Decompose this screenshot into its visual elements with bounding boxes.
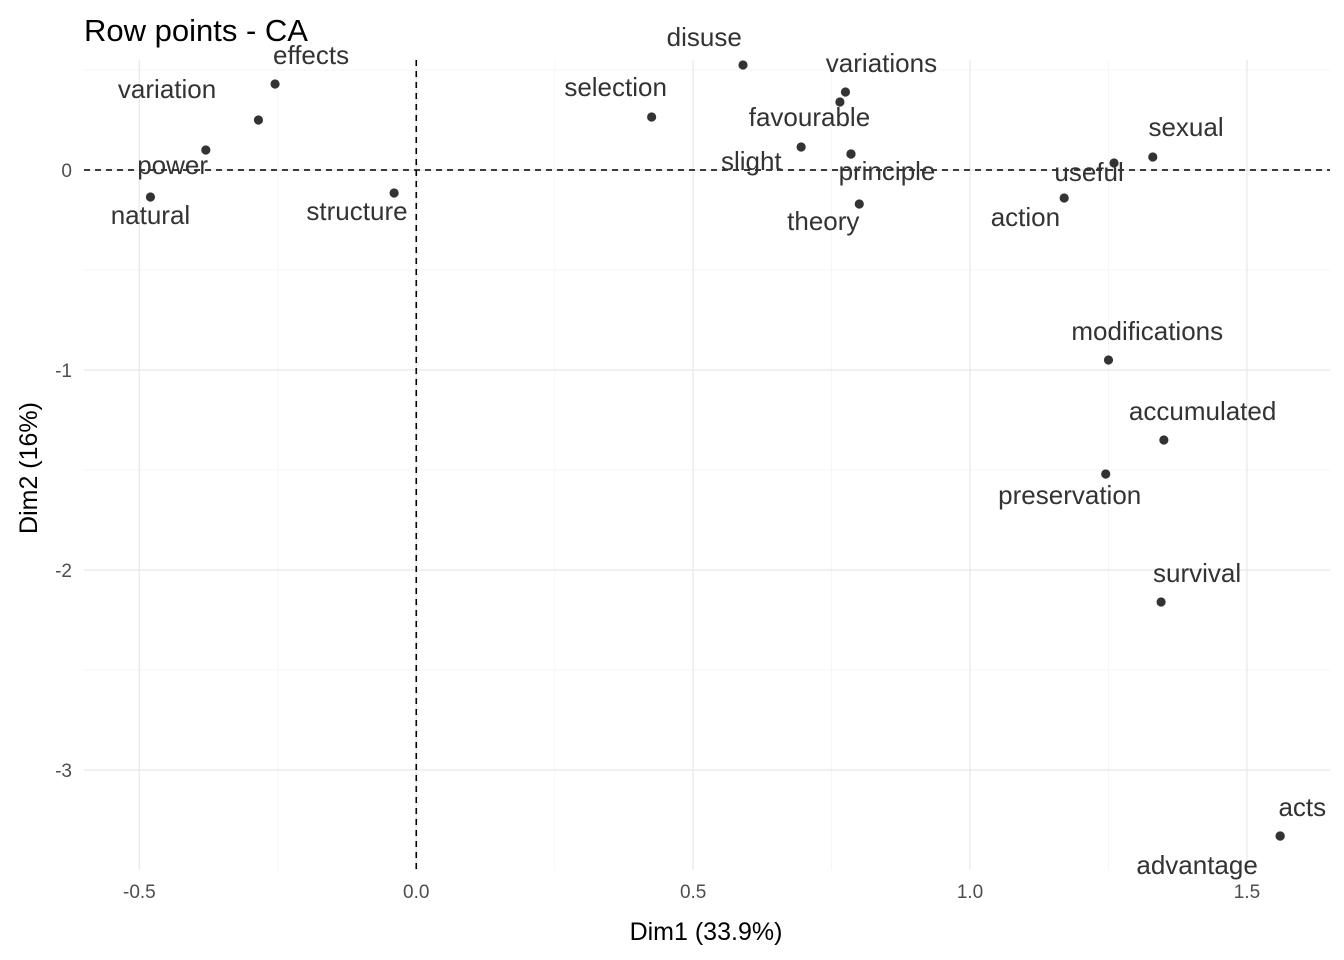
x-tick-label: 0.5 — [680, 882, 706, 903]
point-label: preservation — [998, 480, 1141, 510]
data-point — [1109, 158, 1119, 168]
grid-layer — [84, 60, 1330, 870]
point-label: disuse — [667, 22, 742, 52]
data-point — [835, 97, 845, 107]
data-point — [854, 199, 864, 209]
point-label: theory — [787, 206, 859, 236]
y-tick-label: -3 — [55, 761, 72, 782]
data-point — [1103, 355, 1114, 365]
point-label: useful — [1054, 157, 1123, 187]
point-label: advantage — [1136, 850, 1257, 880]
point-label: modifications — [1071, 316, 1223, 346]
point-label: variation — [118, 74, 216, 104]
x-tick-label: 0.0 — [403, 882, 429, 903]
point-label: selection — [564, 72, 667, 102]
point-label: principle — [839, 156, 936, 186]
point-labels: effects variation power natural structure sel… — [111, 22, 1326, 880]
data-points — [145, 60, 1285, 841]
point-label: acts — [1278, 792, 1326, 822]
y-tick-label: -1 — [55, 361, 72, 382]
y-axis-title: Dim2 (16%) — [15, 402, 43, 534]
data-point — [270, 79, 280, 89]
data-point — [201, 145, 211, 155]
chart-title: Row points - CA — [84, 13, 308, 48]
x-tick-label: -0.5 — [123, 882, 156, 903]
data-point — [1148, 152, 1158, 162]
point-label: natural — [111, 200, 191, 230]
data-point — [647, 112, 657, 122]
point-label: structure — [306, 196, 407, 226]
reference-lines — [84, 60, 1330, 870]
x-tick-label: 1.0 — [957, 882, 983, 903]
point-label: power — [137, 150, 208, 180]
data-point — [738, 60, 748, 70]
point-label: sexual — [1148, 112, 1223, 142]
point-label: accumulated — [1129, 396, 1276, 426]
data-point — [389, 188, 399, 198]
y-tick-label: -2 — [55, 561, 72, 582]
point-label: slight — [721, 146, 782, 176]
axis-tick-labels: -0.5 0.0 0.5 1.0 1.5 0 -1 -2 -3 — [55, 161, 1260, 903]
point-label: action — [991, 202, 1060, 232]
y-tick-label: 0 — [61, 161, 72, 182]
data-point — [1275, 831, 1285, 841]
data-point — [1101, 469, 1111, 479]
data-point — [253, 115, 264, 125]
point-label: favourable — [749, 102, 870, 132]
data-point — [1159, 435, 1169, 445]
data-point — [1059, 193, 1069, 203]
data-point — [840, 87, 851, 97]
data-point — [1156, 597, 1166, 607]
point-label: survival — [1153, 558, 1241, 588]
point-label: variations — [826, 48, 937, 78]
x-axis-title: Dim1 (33.9%) — [630, 918, 783, 946]
data-point — [846, 149, 856, 159]
data-point — [796, 142, 806, 152]
x-tick-label: 1.5 — [1234, 882, 1260, 903]
point-label: effects — [273, 40, 349, 70]
data-point — [145, 192, 156, 202]
